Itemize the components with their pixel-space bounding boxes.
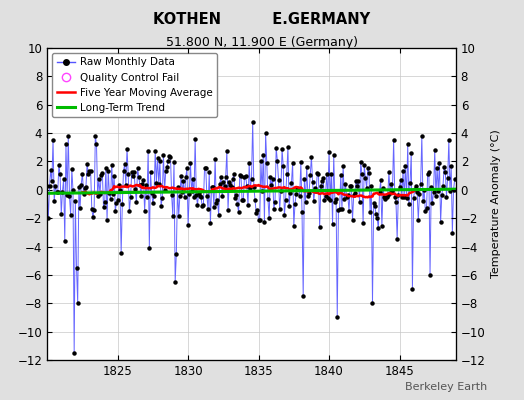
Text: Berkeley Earth: Berkeley Earth: [405, 382, 487, 392]
Text: 51.800 N, 11.900 E (Germany): 51.800 N, 11.900 E (Germany): [166, 36, 358, 49]
Legend: Raw Monthly Data, Quality Control Fail, Five Year Moving Average, Long-Term Tren: Raw Monthly Data, Quality Control Fail, …: [52, 53, 217, 117]
Text: KOTHEN          E.GERMANY: KOTHEN E.GERMANY: [154, 12, 370, 27]
Y-axis label: Temperature Anomaly (°C): Temperature Anomaly (°C): [491, 130, 501, 278]
